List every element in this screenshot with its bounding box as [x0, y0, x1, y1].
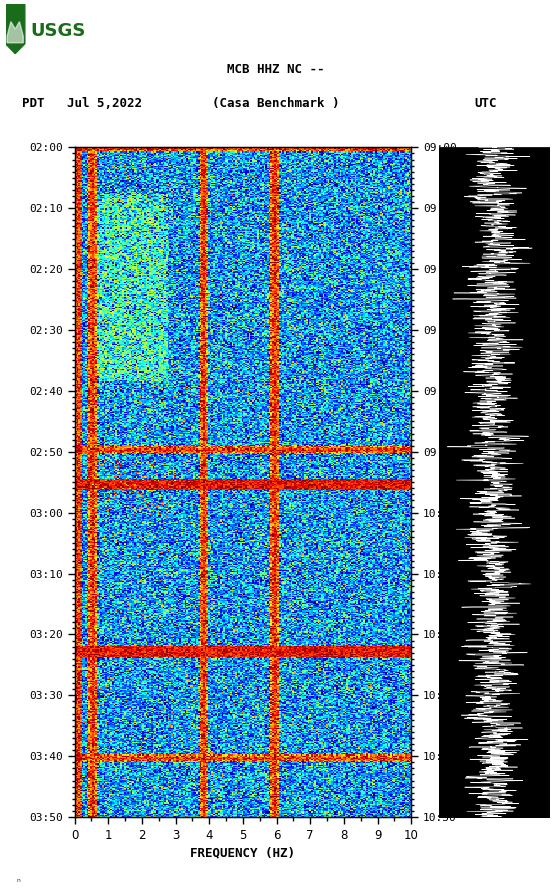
Polygon shape	[6, 4, 25, 54]
Text: USGS: USGS	[30, 22, 86, 40]
Text: (Casa Benchmark ): (Casa Benchmark )	[213, 96, 339, 110]
Text: MCB HHZ NC --: MCB HHZ NC --	[227, 63, 325, 76]
Text: ⁿ: ⁿ	[17, 878, 20, 888]
Text: PDT   Jul 5,2022: PDT Jul 5,2022	[22, 96, 142, 110]
X-axis label: FREQUENCY (HZ): FREQUENCY (HZ)	[190, 846, 295, 859]
Polygon shape	[7, 21, 23, 43]
Text: UTC: UTC	[475, 96, 497, 110]
